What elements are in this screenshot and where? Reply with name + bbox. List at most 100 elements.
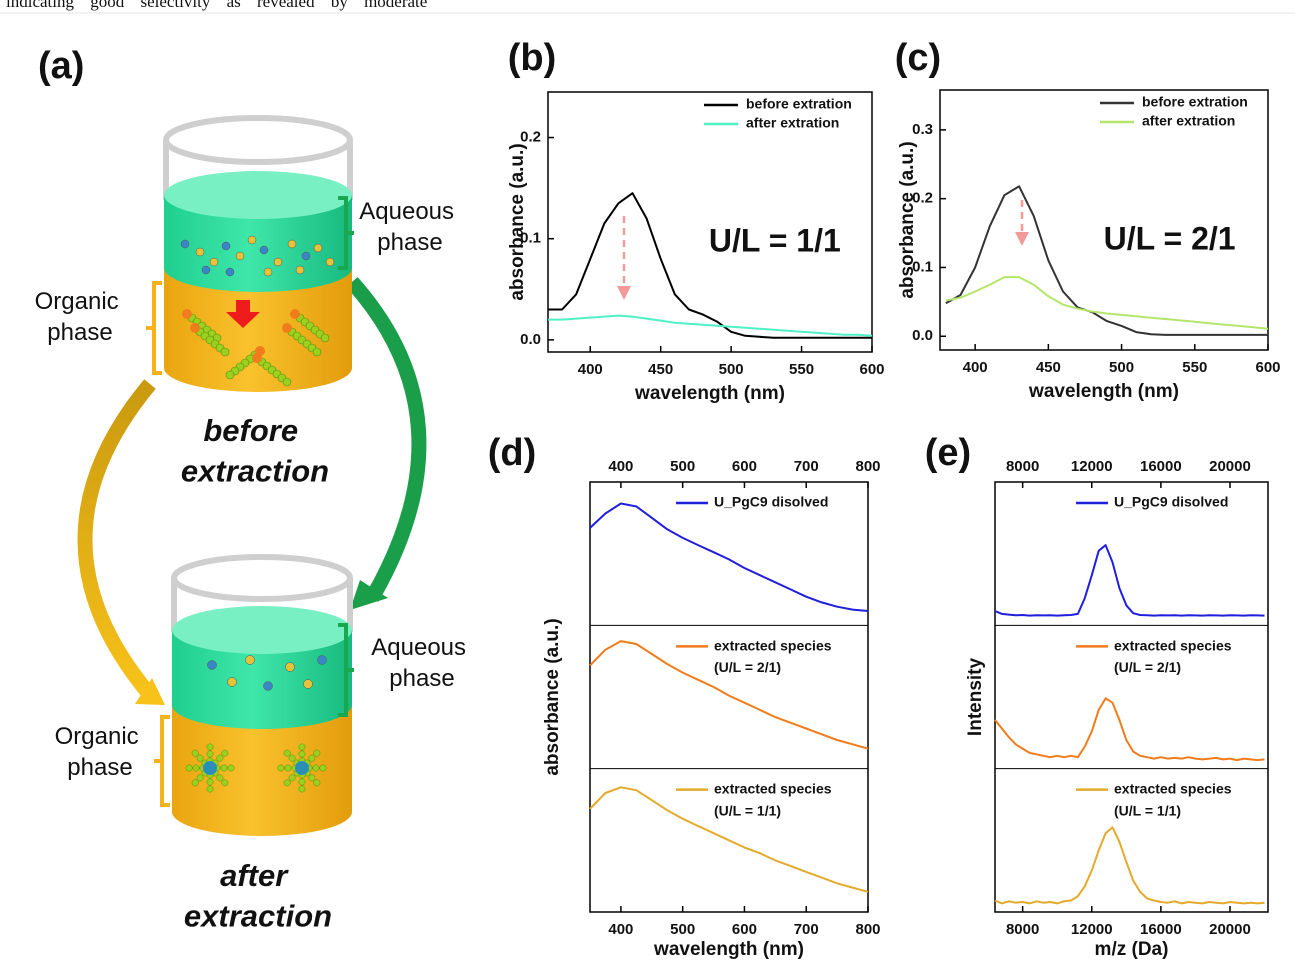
x-tick-label: 8000 — [1006, 458, 1039, 475]
x-tick-label: 12000 — [1071, 921, 1113, 938]
y-axis-label: absorbance (a.u.) — [507, 143, 528, 300]
ligand-bead — [185, 764, 193, 772]
top-text: indicating good selectivity as revealed … — [6, 0, 427, 11]
x-tick-label: 600 — [732, 458, 757, 475]
legend-label: before extration — [1142, 94, 1248, 110]
legend-label: extracted species (U/L = 2/1) — [714, 637, 835, 675]
ligand-bead — [192, 764, 200, 772]
legend-label: before extration — [746, 96, 852, 112]
series-line — [589, 640, 869, 750]
ion — [263, 267, 273, 277]
ligand-bead — [298, 785, 306, 793]
ligand-bead — [216, 774, 224, 782]
legend-label: after extration — [746, 115, 839, 131]
ligand-bead — [288, 774, 296, 782]
x-tick-label: 500 — [670, 458, 695, 475]
bracket — [338, 623, 354, 717]
annotation: U/L = 1/1 — [709, 222, 841, 258]
ion — [313, 243, 323, 253]
ligand-head — [282, 323, 292, 333]
y-tick-label: 0.3 — [912, 121, 933, 138]
ligand-bead — [206, 743, 214, 751]
arrow-head — [135, 678, 165, 705]
y-axis-label: Intensity — [965, 658, 986, 737]
arrow-head — [617, 286, 631, 300]
panel-label: (e) — [925, 432, 971, 474]
x-tick-label: 500 — [719, 361, 744, 378]
ligand-bead — [225, 370, 235, 380]
complex-core — [203, 761, 217, 775]
x-tick-label: 700 — [794, 921, 819, 938]
x-tick-label: 16000 — [1140, 921, 1182, 938]
phase-label: Aqueous phase — [359, 198, 460, 256]
ligand-bead — [298, 750, 306, 758]
ligand-bead — [206, 750, 214, 758]
series-line — [994, 826, 1265, 905]
x-tick-label: 400 — [608, 921, 633, 938]
x-tick-label: 550 — [789, 361, 814, 378]
plot-frame — [589, 481, 869, 913]
diagram: (a) Aqueous phase Organic phase before e… — [35, 45, 473, 933]
bracket — [154, 715, 170, 807]
aqueous-surface — [172, 606, 352, 654]
ligand-bead — [221, 779, 229, 787]
series-line — [945, 276, 1269, 330]
y-tick-label: 0.2 — [520, 128, 541, 145]
x-tick-label: 800 — [855, 921, 880, 938]
ion — [207, 660, 217, 670]
x-axis-label: wavelength (nm) — [653, 939, 804, 960]
y-tick-label: 0.0 — [912, 327, 933, 344]
organic-layer — [164, 268, 352, 392]
ligand-bead — [196, 754, 204, 762]
ion — [227, 677, 237, 687]
ion — [201, 265, 211, 275]
arrow-head — [350, 580, 388, 610]
ion — [317, 655, 327, 665]
x-tick-label: 550 — [1182, 359, 1207, 376]
ligand-bead — [313, 779, 321, 787]
ligand-bead — [312, 347, 322, 357]
plot-frame — [939, 89, 1269, 351]
ligand-bead — [216, 754, 224, 762]
transfer-arrow — [226, 300, 260, 328]
arrow-aqueous — [346, 277, 427, 602]
phase-label: Aqueous phase — [371, 634, 472, 692]
legend-label: extracted species (U/L = 2/1) — [1114, 637, 1235, 675]
ligand-bead — [319, 764, 327, 772]
ligand-bead — [283, 779, 291, 787]
ligand-bead — [206, 778, 214, 786]
ion — [245, 655, 255, 665]
ion — [247, 235, 257, 245]
ligand-bead — [312, 764, 320, 772]
cylinder-rim — [163, 115, 353, 165]
x-tick-label: 400 — [608, 458, 633, 475]
ligand-bead — [191, 749, 199, 757]
y-tick-label: 0.1 — [912, 258, 933, 275]
series-line — [994, 697, 1265, 762]
ligand-bead — [282, 377, 292, 387]
x-tick-label: 450 — [1036, 359, 1061, 376]
y-tick-label: 0.0 — [520, 331, 541, 348]
x-tick-label: 20000 — [1209, 921, 1251, 938]
caption: after extraction — [184, 858, 332, 933]
aqueous-surface — [164, 171, 352, 219]
x-tick-label: 800 — [855, 458, 880, 475]
ligand-bead — [308, 754, 316, 762]
panel-label: (b) — [508, 37, 557, 79]
ion — [303, 679, 313, 689]
legend-label: U_PgC9 disolved — [714, 494, 828, 510]
series-line — [589, 786, 869, 893]
ion — [285, 662, 295, 672]
organic-layer — [172, 705, 352, 836]
aqueous-layer — [172, 630, 352, 729]
ligand-bead — [221, 749, 229, 757]
ion — [325, 257, 335, 267]
ligand-bead — [298, 778, 306, 786]
ion — [225, 267, 235, 277]
ligand-bead — [308, 774, 316, 782]
ligand-head — [190, 323, 200, 333]
phase-label: Organic phase — [35, 288, 126, 346]
ligand-bead — [220, 347, 230, 357]
phase-label: Organic phase — [55, 723, 146, 781]
